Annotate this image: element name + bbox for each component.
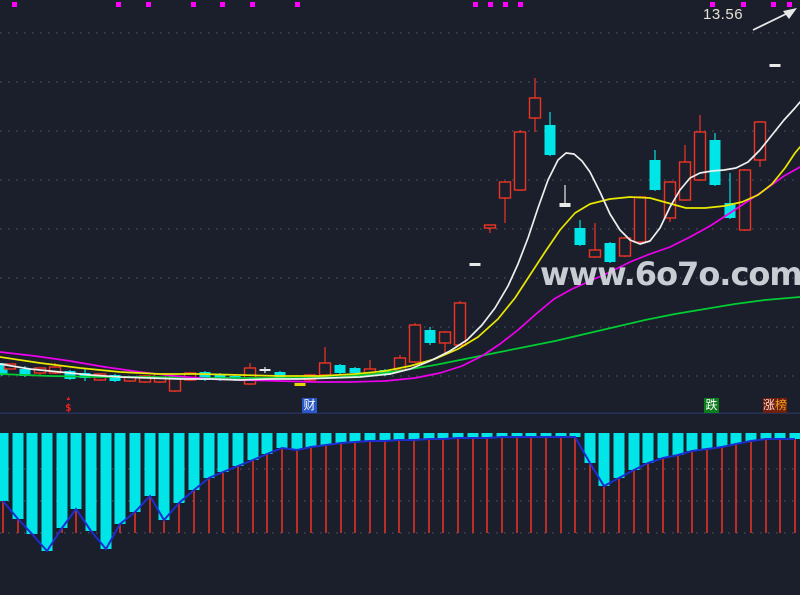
period-marker-dot (787, 2, 792, 7)
period-marker-dot (191, 2, 196, 7)
period-marker-dot (503, 2, 508, 7)
zhangbang-tag[interactable]: 涨榜 (763, 398, 788, 413)
cai-tag[interactable]: 财 (302, 398, 317, 413)
period-marker-dot (473, 2, 478, 7)
dollar-glyph: $ (65, 401, 72, 414)
period-marker-dot (741, 2, 746, 7)
period-marker-dot (295, 2, 300, 7)
indicator-histogram-panel[interactable] (0, 415, 800, 595)
period-marker-dot (116, 2, 121, 7)
up-triangle-icon: ▲ (65, 396, 72, 402)
period-marker-dot (488, 2, 493, 7)
period-marker-dot (12, 2, 17, 7)
period-marker-dot (710, 2, 715, 7)
bang-glyph: 榜 (775, 398, 788, 412)
die-tag[interactable]: 跌 (704, 398, 719, 413)
period-marker-dot (250, 2, 255, 7)
zhang-glyph: 涨 (763, 398, 776, 412)
period-marker-dot (771, 2, 776, 7)
period-marker-dot (518, 2, 523, 7)
watermark: www.6o7o.com (540, 255, 800, 293)
current-price-label: 13.56 (703, 6, 744, 23)
signal-marker-row: ▲ $ 财 跌 涨榜 (0, 396, 800, 414)
candlestick-chart-canvas[interactable] (0, 0, 800, 415)
period-marker-dot (146, 2, 151, 7)
period-marker-dot (220, 2, 225, 7)
dollar-signal-icon[interactable]: ▲ $ (65, 396, 72, 413)
